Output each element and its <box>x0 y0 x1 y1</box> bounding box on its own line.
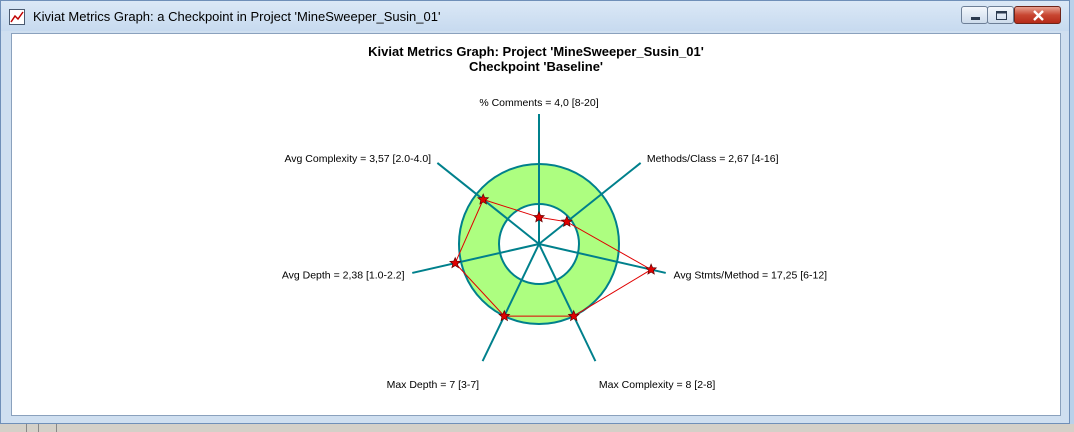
maximize-button[interactable] <box>987 6 1014 24</box>
close-button[interactable] <box>1014 6 1061 24</box>
axis-label: Avg Complexity = 3,57 [2.0-4.0] <box>284 153 431 165</box>
axis-line <box>538 243 666 274</box>
axis-line <box>538 243 597 362</box>
taskbar-strip <box>0 424 1074 432</box>
axis-label: Avg Depth = 2,38 [1.0-2.2] <box>282 270 405 282</box>
minimize-icon <box>971 17 980 20</box>
maximize-icon <box>996 11 1007 20</box>
axis-line <box>538 162 642 245</box>
data-point-marker <box>567 309 580 322</box>
chart-area: Kiviat Metrics Graph: Project 'MineSweep… <box>11 33 1061 416</box>
axis-label: % Comments = 4,0 [8-20] <box>479 97 598 109</box>
divider <box>26 424 27 432</box>
chart-title: Kiviat Metrics Graph: Project 'MineSweep… <box>368 44 704 59</box>
metrics-polygon <box>454 198 653 317</box>
minimize-button[interactable] <box>961 6 988 24</box>
normal-range-band <box>459 164 619 324</box>
axis-label: Max Depth = 7 [3-7] <box>387 379 480 391</box>
title-bar[interactable]: Kiviat Metrics Graph: a Checkpoint in Pr… <box>1 1 1069 31</box>
axis-line <box>481 243 540 362</box>
kiviat-chart: % Comments = 4,0 [8-20] Methods/Class = 2… <box>282 97 828 391</box>
close-icon <box>1033 10 1044 21</box>
chart-app-icon <box>9 9 25 25</box>
chart-subtitle: Checkpoint 'Baseline' <box>468 59 604 74</box>
axis-line <box>436 162 540 245</box>
window-title: Kiviat Metrics Graph: a Checkpoint in Pr… <box>33 9 441 24</box>
divider <box>38 424 39 432</box>
divider <box>56 424 57 432</box>
axis-line <box>412 243 540 274</box>
data-point-marker <box>477 193 490 205</box>
data-point-marker <box>498 309 511 322</box>
data-point-marker <box>645 263 658 275</box>
axis-label: Avg Stmts/Method = 17,25 [6-12] <box>674 270 828 282</box>
data-point-marker <box>560 215 573 228</box>
kiviat-window: Kiviat Metrics Graph: a Checkpoint in Pr… <box>0 0 1070 424</box>
data-point-marker <box>449 256 462 269</box>
data-point-marker <box>532 210 546 223</box>
axis-label: Max Complexity = 8 [2-8] <box>599 379 716 391</box>
axis-label: Methods/Class = 2,67 [4-16] <box>647 153 779 165</box>
